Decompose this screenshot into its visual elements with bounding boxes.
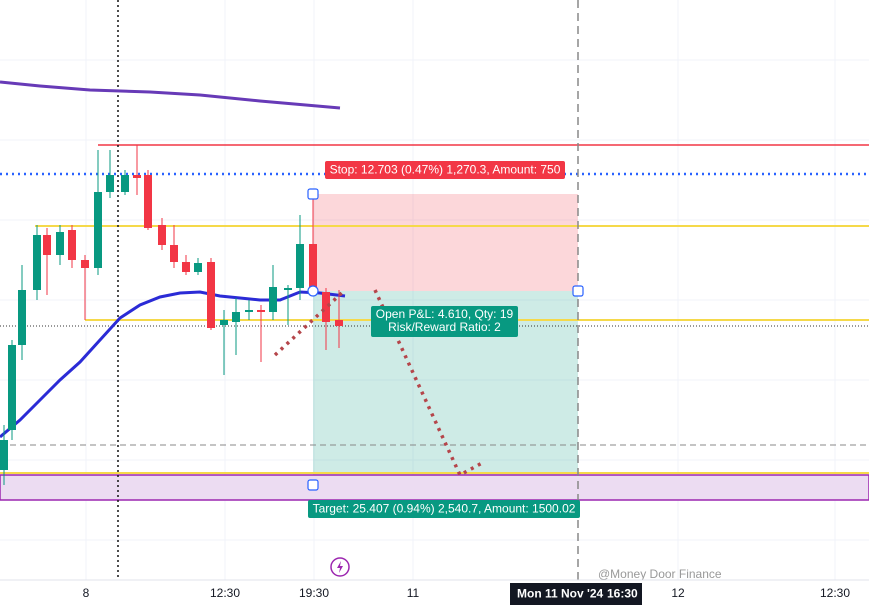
- stop-zone[interactable]: [313, 194, 578, 291]
- watermark: @Money Door Finance: [598, 567, 722, 581]
- candle-body: [322, 292, 330, 322]
- stop-label-box: [325, 161, 565, 179]
- drag-handle[interactable]: [307, 479, 319, 491]
- candle-body: [94, 192, 102, 268]
- crosshair-label-box: [510, 583, 642, 605]
- candle-body: [257, 310, 265, 312]
- candle-body: [133, 175, 141, 178]
- target-label-box: [308, 500, 580, 518]
- time-axis: 8 12:30 19:30 11 12 12:30: [83, 586, 851, 600]
- stop-label: Stop: 12.703 (0.47%) 1,270.3, Amount: 75…: [330, 163, 561, 177]
- drag-handle[interactable]: [572, 285, 584, 297]
- moving-average-slow: [0, 80, 341, 110]
- ratio-label: Risk/Reward Ratio: 2: [388, 320, 501, 334]
- candle-body: [194, 263, 202, 272]
- pnl-label-box: [371, 306, 518, 337]
- candle-body: [68, 230, 76, 260]
- time-tick-label: 12: [671, 586, 685, 600]
- candle-body: [8, 345, 16, 430]
- candle-body: [43, 235, 51, 255]
- candle-body: [18, 290, 26, 345]
- time-tick-label: 11: [407, 586, 420, 600]
- range-band[interactable]: [0, 474, 869, 501]
- candle-body: [269, 287, 277, 312]
- candle-body: [106, 175, 114, 192]
- candle-body: [232, 312, 240, 322]
- drag-handle[interactable]: [307, 188, 319, 200]
- candle-body: [144, 175, 152, 228]
- events-icon-bolt: [337, 561, 343, 573]
- candle-body: [170, 245, 178, 262]
- candle-body: [56, 232, 64, 255]
- candle-body: [220, 320, 228, 325]
- time-tick-label: 12:30: [820, 586, 850, 600]
- target-label: Target: 25.407 (0.94%) 2,540.7, Amount: …: [313, 502, 576, 516]
- time-tick-label: 8: [83, 586, 90, 600]
- candle-body: [182, 262, 190, 272]
- drag-handle[interactable]: [307, 285, 319, 297]
- crosshair-time: 16:30: [607, 587, 638, 601]
- candle-body: [309, 244, 317, 290]
- candle-body: [33, 235, 41, 290]
- candles: [0, 145, 343, 485]
- candle-body: [81, 260, 89, 268]
- candle-body: [121, 175, 129, 192]
- candle-body: [245, 310, 253, 312]
- candle-body: [284, 288, 292, 290]
- candle-body: [296, 244, 304, 288]
- candle-body: [335, 320, 343, 326]
- moving-average-fast: [0, 290, 346, 439]
- crosshair-date: Mon 11 Nov '24: [517, 587, 604, 601]
- candle-body: [207, 262, 215, 328]
- pnl-label: Open P&L: 4.610, Qty: 19: [376, 307, 514, 321]
- candle-body: [0, 440, 8, 470]
- time-tick-label: 19:30: [299, 586, 329, 600]
- time-tick-label: 12:30: [210, 586, 240, 600]
- candle-body: [158, 225, 166, 245]
